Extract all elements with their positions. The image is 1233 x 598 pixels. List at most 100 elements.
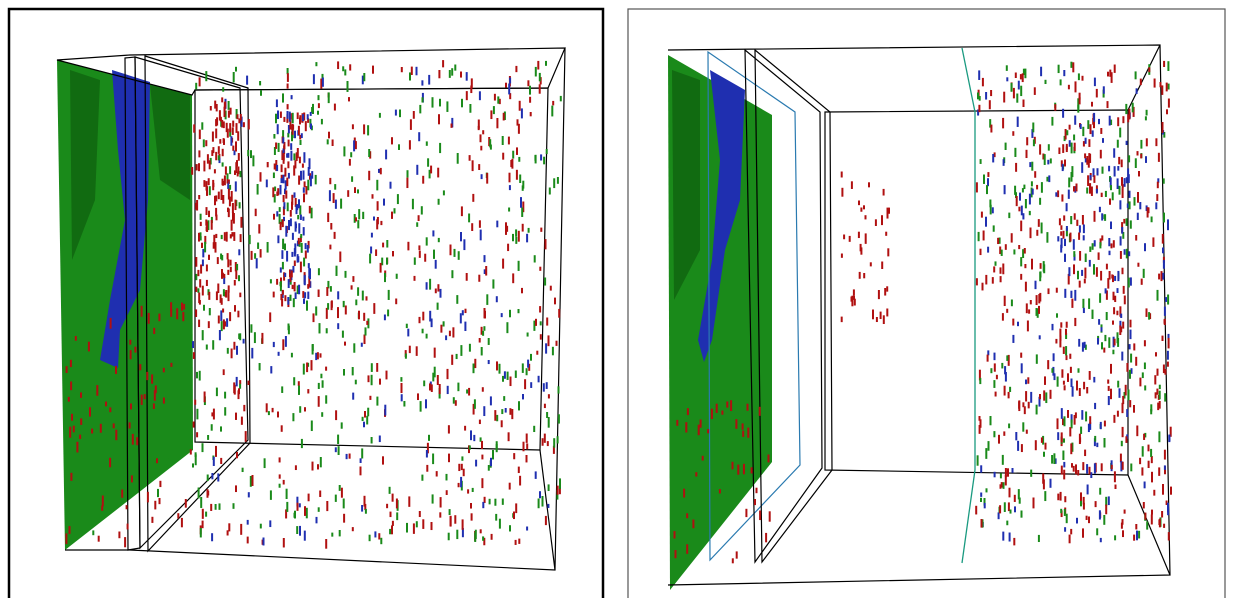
particle: [1063, 438, 1065, 442]
particle: [1099, 293, 1101, 302]
particle: [196, 372, 198, 378]
particle: [378, 533, 380, 539]
particle: [1125, 385, 1127, 396]
particle: [700, 420, 702, 428]
particle: [1073, 239, 1075, 250]
particle: [1003, 431, 1005, 435]
particle: [499, 519, 501, 529]
particle: [206, 265, 208, 272]
particle: [980, 249, 982, 255]
particle: [224, 102, 226, 108]
particle: [1011, 300, 1013, 307]
particle: [863, 205, 865, 209]
particle: [287, 161, 289, 168]
particle: [304, 531, 306, 541]
particle: [237, 114, 239, 119]
particle: [1030, 300, 1032, 304]
particle: [352, 276, 354, 282]
particle: [1063, 70, 1065, 76]
particle: [751, 467, 753, 473]
particle: [988, 441, 990, 451]
particle: [337, 323, 339, 329]
particle: [146, 372, 148, 380]
particle: [456, 354, 458, 359]
particle: [1068, 267, 1070, 276]
particle: [543, 157, 545, 165]
particle: [522, 185, 524, 190]
particle: [1162, 273, 1164, 280]
particle: [217, 257, 219, 264]
particle: [229, 123, 231, 132]
particle: [1138, 171, 1140, 176]
particle: [221, 269, 223, 279]
particle: [460, 345, 462, 356]
particle: [479, 420, 481, 424]
particle: [1162, 336, 1164, 341]
particle: [742, 431, 744, 437]
particle: [1129, 370, 1131, 379]
particle: [239, 380, 241, 384]
particle: [285, 226, 287, 237]
particle: [1157, 290, 1159, 301]
particle: [1066, 514, 1068, 523]
particle: [198, 195, 200, 199]
particle: [1089, 183, 1091, 190]
particle: [203, 161, 205, 172]
particle: [280, 185, 282, 195]
particle: [181, 303, 183, 311]
particle: [843, 235, 845, 240]
particle: [207, 154, 209, 163]
particle: [383, 199, 385, 206]
particle: [1066, 130, 1068, 135]
particle: [1054, 104, 1056, 110]
particle: [288, 324, 290, 331]
particle: [416, 346, 418, 356]
particle: [534, 155, 536, 161]
particle: [1083, 382, 1085, 389]
particle: [1004, 185, 1006, 194]
particle: [433, 250, 435, 259]
particle: [212, 180, 214, 190]
particle: [306, 363, 308, 373]
particle: [215, 152, 217, 160]
particle: [1144, 340, 1146, 346]
particle: [305, 243, 307, 249]
particle: [292, 285, 294, 289]
particle: [1064, 509, 1066, 516]
particle: [1070, 216, 1072, 224]
particle: [202, 521, 204, 529]
particle: [196, 409, 198, 420]
particle: [551, 106, 553, 117]
particle: [1123, 286, 1125, 294]
particle: [1089, 247, 1091, 252]
particle: [297, 215, 299, 219]
particle: [247, 150, 249, 156]
particle: [308, 167, 310, 176]
particle: [769, 511, 771, 521]
particle: [1063, 381, 1065, 385]
particle: [1129, 400, 1131, 407]
particle: [1122, 116, 1124, 123]
particle: [737, 465, 739, 475]
particle: [692, 520, 694, 529]
particle: [327, 213, 329, 222]
particle: [363, 313, 365, 321]
particle: [296, 204, 298, 210]
particle: [366, 296, 368, 300]
particle: [1084, 450, 1086, 456]
particle: [976, 182, 978, 192]
particle: [1139, 378, 1141, 387]
particle: [886, 286, 888, 291]
particle: [307, 389, 309, 393]
particle: [282, 137, 284, 143]
particle: [229, 197, 231, 207]
particle: [501, 420, 503, 427]
particle: [1069, 125, 1071, 130]
particle: [382, 456, 384, 464]
particle: [294, 192, 296, 197]
particle: [307, 245, 309, 253]
particle: [489, 139, 491, 147]
particle: [1137, 151, 1139, 155]
particle: [315, 306, 317, 315]
particle: [1090, 472, 1092, 478]
